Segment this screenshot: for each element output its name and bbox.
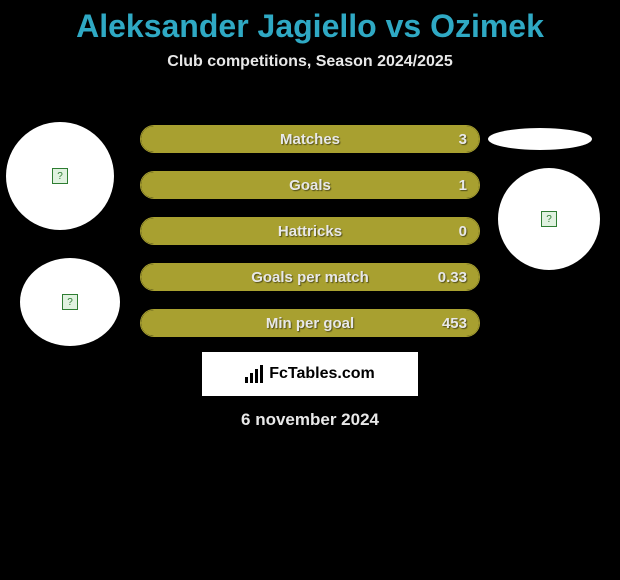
stat-row: Goals per match0.33 [140,263,480,291]
decorative-ellipse [488,128,592,150]
logo-text: FcTables.com [269,365,375,383]
stat-label: Matches [141,126,479,152]
stat-value: 0 [459,218,467,244]
image-placeholder-icon: ? [52,168,68,184]
stat-row: Goals1 [140,171,480,199]
avatar-circle: ? [6,122,114,230]
stats-panel: Matches3Goals1Hattricks0Goals per match0… [140,125,480,355]
stat-row: Hattricks0 [140,217,480,245]
avatar-circle: ? [498,168,600,270]
stat-label: Min per goal [141,310,479,336]
stat-row: Min per goal453 [140,309,480,337]
stat-row: Matches3 [140,125,480,153]
fctables-logo: FcTables.com [202,352,418,396]
stat-value: 0.33 [438,264,467,290]
subtitle: Club competitions, Season 2024/2025 [0,53,620,71]
stat-label: Hattricks [141,218,479,244]
logo-bars-icon [245,365,263,383]
image-placeholder-icon: ? [62,294,78,310]
date-caption: 6 november 2024 [0,410,620,430]
avatar-circle: ? [20,258,120,346]
stat-value: 1 [459,172,467,198]
stat-value: 453 [442,310,467,336]
stat-value: 3 [459,126,467,152]
stat-label: Goals per match [141,264,479,290]
stat-label: Goals [141,172,479,198]
image-placeholder-icon: ? [541,211,557,227]
page-title: Aleksander Jagiello vs Ozimek [0,0,620,45]
